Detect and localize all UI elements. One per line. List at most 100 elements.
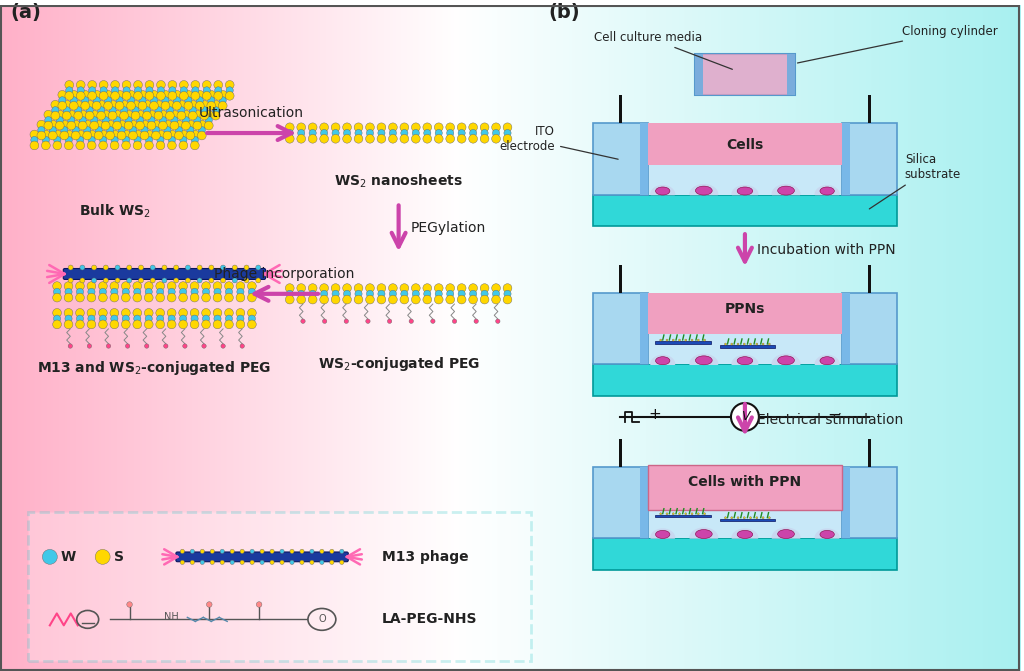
Circle shape [191,289,199,295]
Text: PEGylation: PEGylation [411,221,485,236]
Circle shape [697,513,699,515]
Circle shape [83,131,91,140]
Circle shape [122,141,130,150]
Circle shape [156,141,165,150]
Circle shape [77,91,85,100]
Circle shape [166,101,174,109]
Circle shape [105,120,115,129]
Circle shape [99,315,106,322]
Circle shape [355,291,362,297]
Circle shape [703,339,706,341]
Circle shape [354,123,362,132]
Circle shape [30,130,39,139]
Circle shape [122,309,130,317]
Circle shape [230,560,234,564]
Circle shape [103,278,109,283]
Circle shape [87,130,96,139]
Circle shape [691,339,693,341]
Circle shape [129,126,136,134]
Circle shape [111,136,118,144]
Circle shape [319,550,324,554]
Circle shape [157,81,165,89]
Circle shape [89,87,96,94]
Circle shape [250,550,254,554]
Circle shape [179,81,188,89]
Circle shape [319,134,329,143]
Circle shape [145,315,153,322]
Circle shape [65,289,72,295]
Circle shape [182,117,189,123]
Circle shape [672,339,674,341]
Circle shape [762,517,764,519]
Circle shape [136,117,143,123]
Circle shape [48,120,57,129]
Circle shape [144,344,148,348]
Circle shape [174,120,183,129]
Circle shape [91,278,96,283]
Circle shape [147,117,155,123]
Circle shape [750,517,752,519]
Circle shape [400,284,409,293]
Circle shape [212,107,219,114]
Circle shape [52,293,61,302]
Bar [842,123,897,195]
Circle shape [413,291,420,297]
Circle shape [76,130,85,139]
Ellipse shape [777,529,795,539]
Circle shape [492,123,501,132]
Circle shape [756,517,758,519]
Circle shape [330,560,334,564]
Circle shape [59,131,69,140]
Text: M13 phage: M13 phage [382,550,468,564]
Circle shape [377,134,386,143]
Circle shape [321,291,328,297]
Circle shape [98,282,108,291]
Circle shape [388,284,397,293]
Circle shape [134,91,142,100]
Circle shape [76,141,85,150]
Circle shape [260,550,264,554]
Circle shape [300,550,304,554]
Circle shape [280,550,284,554]
Circle shape [423,284,432,293]
Circle shape [96,101,105,109]
Circle shape [185,265,190,270]
Circle shape [237,289,244,295]
Circle shape [260,560,264,564]
Circle shape [355,130,362,137]
Circle shape [213,309,222,317]
Circle shape [161,91,170,99]
Circle shape [90,110,98,119]
Circle shape [224,309,233,317]
Circle shape [200,101,209,109]
Circle shape [129,131,137,140]
Circle shape [162,278,167,283]
Circle shape [87,309,96,317]
Circle shape [458,295,466,304]
Circle shape [153,126,160,134]
Circle shape [213,282,222,291]
Circle shape [140,120,148,129]
Circle shape [697,339,699,341]
Circle shape [168,141,176,150]
Circle shape [116,97,123,104]
Circle shape [68,117,75,123]
Circle shape [111,130,119,139]
Circle shape [99,289,106,295]
Circle shape [159,121,167,130]
Circle shape [232,265,238,270]
Circle shape [389,291,396,297]
Circle shape [503,284,512,293]
Circle shape [435,291,442,297]
Circle shape [81,91,89,99]
Circle shape [186,131,195,140]
Circle shape [124,121,133,130]
Circle shape [77,87,84,94]
Circle shape [111,141,119,150]
Circle shape [737,517,739,519]
Circle shape [286,123,294,132]
Text: Silica
substrate: Silica substrate [869,153,962,209]
Circle shape [286,295,294,304]
Circle shape [72,126,79,134]
Circle shape [331,134,340,143]
